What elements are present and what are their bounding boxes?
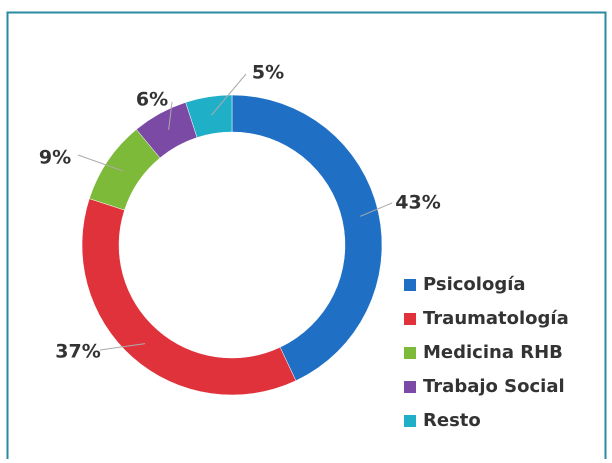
legend-swatch	[404, 313, 416, 325]
leader-line	[77, 154, 124, 172]
legend-swatch	[404, 279, 416, 291]
leader-line	[168, 101, 173, 130]
legend-swatch	[404, 415, 416, 427]
legend-label: Trabajo Social	[423, 376, 565, 397]
legend-swatch	[404, 381, 416, 393]
leader-line	[211, 73, 247, 116]
data-label: 43%	[395, 192, 440, 214]
legend-label: Traumatología	[423, 308, 569, 329]
data-label: 5%	[252, 62, 284, 84]
donut-segment	[231, 94, 383, 382]
plot: 43% 37% 9% 6% 5% Psicología Traumatología Medic…	[39, 62, 569, 432]
donut-segment	[185, 94, 233, 138]
data-label: 37%	[55, 341, 100, 363]
leader-line	[99, 343, 146, 351]
legend-label: Medicina RHB	[423, 342, 563, 363]
legend-label: Resto	[423, 410, 481, 431]
frame	[6, 11, 607, 459]
data-label: 6%	[136, 89, 168, 111]
legend-label: Psicología	[423, 274, 526, 295]
donut-segment	[81, 198, 297, 396]
data-label: 9%	[39, 147, 71, 169]
legend-swatch	[404, 347, 416, 359]
leader-line	[360, 202, 393, 217]
